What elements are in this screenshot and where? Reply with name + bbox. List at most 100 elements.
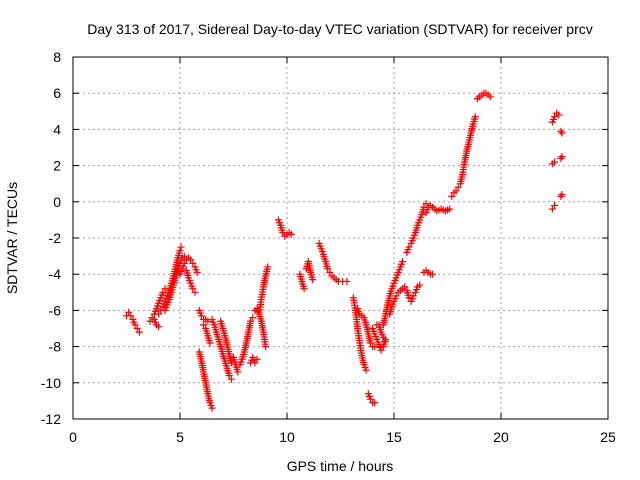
data-point	[189, 259, 197, 267]
data-point	[193, 268, 201, 276]
data-point	[379, 334, 387, 342]
y-tick-label: -4	[49, 266, 62, 282]
data-point	[264, 263, 272, 271]
data-point	[187, 256, 195, 264]
y-tick-label: -2	[49, 230, 62, 246]
point-cluster	[146, 314, 163, 331]
x-tick-label: 0	[69, 429, 77, 445]
data-point	[452, 187, 460, 195]
point-cluster	[150, 285, 169, 318]
data-point	[225, 372, 233, 380]
data-point	[446, 205, 454, 213]
y-axis-label: SDTVAR / TECUs	[4, 182, 20, 294]
data-point	[191, 288, 199, 296]
data-point	[161, 285, 169, 293]
data-point	[343, 277, 351, 285]
data-point	[362, 366, 370, 374]
data-point	[551, 158, 558, 166]
data-point	[555, 111, 563, 119]
point-cluster	[448, 113, 479, 200]
grid-lines	[73, 57, 608, 419]
data-point	[249, 314, 257, 322]
point-cluster	[176, 254, 201, 278]
plot-frame	[72, 56, 609, 420]
point-cluster	[420, 267, 437, 278]
point-cluster	[255, 263, 272, 316]
point-cluster	[354, 305, 379, 351]
data-point	[326, 268, 334, 276]
data-point	[366, 395, 374, 403]
point-cluster	[315, 239, 351, 285]
point-cluster	[123, 308, 143, 336]
data-point	[405, 294, 413, 302]
data-point	[146, 317, 154, 325]
data-point	[558, 129, 566, 137]
data-point	[486, 93, 494, 101]
y-tick-label: 0	[53, 194, 61, 210]
y-tick-label: 4	[53, 121, 61, 137]
point-cluster	[557, 127, 566, 137]
data-point	[557, 192, 565, 200]
point-cluster	[403, 200, 430, 256]
data-point	[557, 127, 565, 135]
point-cluster	[379, 258, 407, 329]
data-point	[127, 312, 135, 320]
data-point	[159, 288, 167, 296]
data-point	[125, 308, 133, 316]
y-tick-label: 6	[53, 85, 61, 101]
data-point	[279, 229, 287, 237]
data-point	[392, 292, 400, 300]
chart-title: Day 313 of 2017, Sidereal Day-to-day VTE…	[87, 21, 593, 37]
data-point	[251, 359, 259, 367]
data-point	[366, 339, 374, 347]
point-cluster	[195, 348, 216, 412]
point-cluster	[373, 321, 389, 345]
data-point	[262, 343, 270, 351]
data-point	[300, 285, 308, 293]
y-tick-label: -6	[49, 302, 62, 318]
point-cluster	[364, 390, 379, 407]
data-point	[548, 205, 556, 213]
x-axis-label: GPS time / hours	[287, 458, 394, 474]
data-point	[131, 321, 139, 329]
point-cluster	[548, 109, 563, 126]
data-point	[409, 292, 417, 300]
data-point	[557, 154, 565, 162]
point-cluster	[349, 294, 370, 374]
data-point	[155, 310, 163, 318]
data-point	[422, 200, 430, 208]
x-tick-label: 5	[176, 429, 184, 445]
point-cluster	[548, 201, 558, 213]
data-point	[416, 281, 424, 289]
point-cluster	[296, 270, 308, 293]
point-cluster	[422, 201, 454, 217]
x-tick-label: 10	[279, 429, 295, 445]
data-point	[180, 259, 188, 267]
data-point	[176, 247, 184, 255]
x-tick-label: 20	[493, 429, 509, 445]
data-point	[189, 285, 197, 293]
data-point	[401, 283, 409, 291]
point-cluster	[236, 314, 257, 369]
point-cluster	[401, 281, 424, 305]
y-tick-label: -8	[49, 339, 62, 355]
data-point	[551, 113, 558, 121]
data-point	[177, 243, 185, 251]
data-point	[227, 375, 235, 383]
data-point	[208, 404, 216, 412]
data-point	[405, 243, 413, 251]
y-tick-label: 2	[53, 158, 61, 174]
data-point	[324, 265, 332, 273]
point-cluster	[182, 267, 199, 296]
data-point	[234, 368, 242, 376]
x-tick-label: 15	[386, 429, 402, 445]
data-point	[558, 153, 566, 161]
data-point	[551, 201, 558, 209]
data-point	[135, 328, 143, 336]
point-cluster	[200, 321, 214, 347]
data-point	[253, 355, 261, 363]
point-cluster	[274, 216, 295, 240]
point-cluster	[208, 315, 235, 383]
point-cluster	[557, 191, 566, 200]
